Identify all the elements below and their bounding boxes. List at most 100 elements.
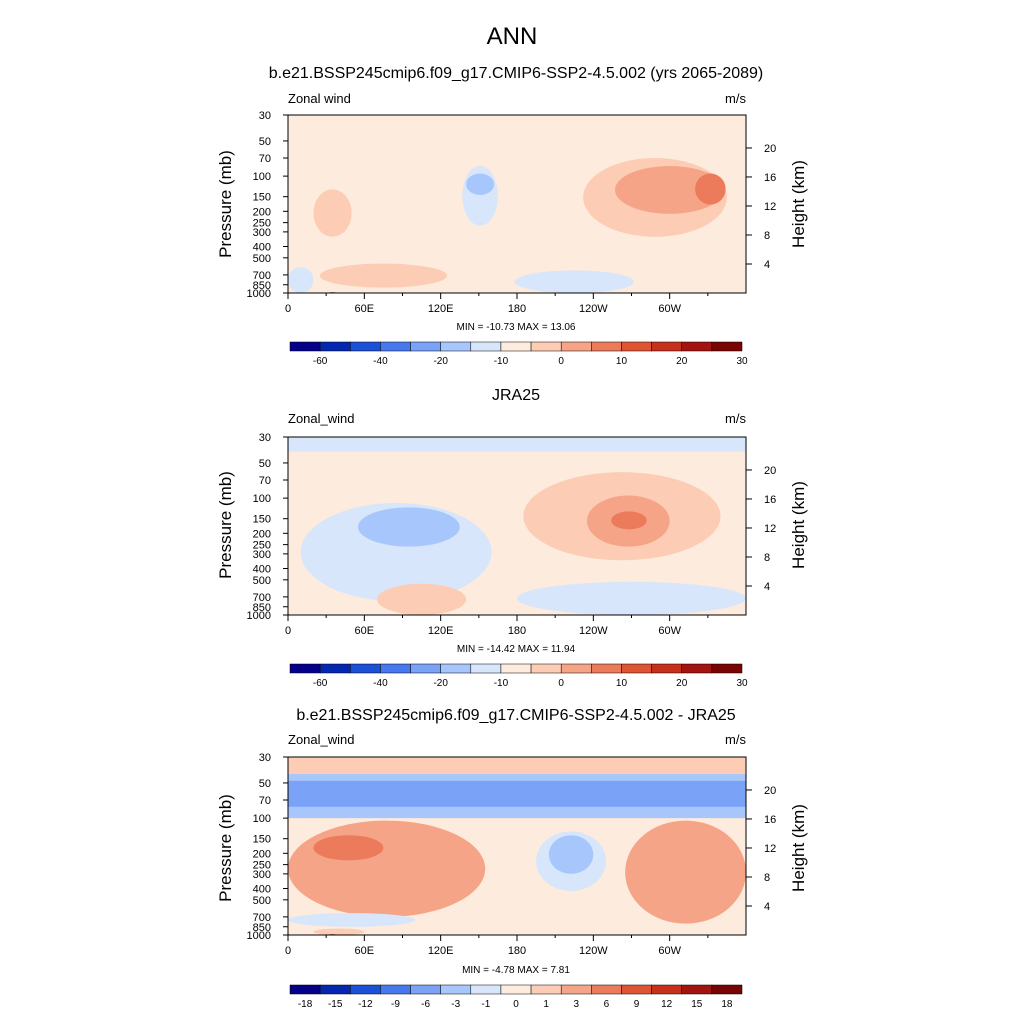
colorbar-swatch: [530, 341, 562, 352]
colorbar-label: -1: [481, 999, 490, 1010]
colorbar-label: -3: [451, 999, 460, 1010]
y-axis-label: Pressure (mb): [216, 794, 235, 902]
y-tick-label: 1000: [247, 610, 271, 622]
contour-region: [313, 928, 365, 935]
x-tick-label: 0: [285, 625, 291, 637]
colorbar-swatch: [530, 984, 562, 995]
y-axis-label: Pressure (mb): [216, 471, 235, 579]
contour-region: [611, 511, 647, 530]
colorbar-swatch: [500, 984, 532, 995]
y-tick-label: 70: [259, 475, 271, 487]
y2-tick-label: 20: [764, 465, 776, 477]
colorbar-swatch: [289, 984, 321, 995]
colorbar-swatch: [681, 984, 713, 995]
y-tick-label: 300: [253, 869, 271, 881]
y-tick-label: 100: [253, 171, 271, 183]
contour-region: [319, 263, 448, 288]
y-tick-label: 100: [253, 493, 271, 505]
colorbar-swatch: [380, 341, 411, 352]
y2-tick-label: 20: [764, 785, 776, 797]
stats-text: MIN = -4.78 MAX = 7.81: [462, 965, 570, 976]
colorbar-label: 20: [676, 678, 688, 689]
units-label: m/s: [725, 411, 746, 426]
colorbar-swatch: [410, 663, 441, 674]
panel-obs: JRA25 Zonal_wind m/s 0 60E 120E 180 120W 60W 3…: [216, 387, 808, 689]
y-tick-label: 700: [253, 270, 271, 282]
y-tick-label: 200: [253, 528, 271, 540]
colorbar-swatch: [560, 984, 592, 995]
colorbar-swatch: [289, 663, 321, 674]
contour-fills: [288, 437, 746, 615]
colorbar-swatch: [711, 341, 743, 352]
colorbar-label: 30: [736, 356, 748, 367]
x-tick-label: 120W: [579, 945, 608, 957]
contour-band: [288, 780, 746, 807]
colorbar-swatch: [621, 663, 652, 674]
y-tick-label: 850: [253, 602, 271, 614]
y-tick-label: 1000: [247, 930, 271, 942]
panel-model: b.e21.BSSP245cmip6.f09_g17.CMIP6-SSP2-4.…: [216, 65, 808, 367]
colorbar-swatch: [651, 663, 682, 674]
colorbar-swatch: [651, 984, 682, 995]
variable-label: Zonal_wind: [288, 732, 355, 747]
colorbar-swatch: [711, 663, 743, 674]
y-tick-label: 700: [253, 912, 271, 924]
x-tick-label: 120E: [428, 945, 454, 957]
colorbar-swatch: [560, 663, 592, 674]
y2-axis-label: Height (km): [789, 804, 808, 892]
colorbar-label: 20: [676, 356, 688, 367]
panel-title: b.e21.BSSP245cmip6.f09_g17.CMIP6-SSP2-4.…: [269, 65, 764, 82]
contour-region: [313, 835, 384, 861]
x-tick-label: 180: [508, 625, 526, 637]
y-tick-label: 50: [259, 778, 271, 790]
colorbar-label: 18: [721, 999, 733, 1010]
y2-tick-label: 4: [764, 581, 770, 593]
y-tick-label: 400: [253, 563, 271, 575]
contour-region: [625, 820, 746, 924]
y-tick-label: 30: [259, 110, 271, 122]
colorbar-label: 6: [604, 999, 610, 1010]
colorbar-label: -18: [298, 999, 313, 1010]
y2-tick-label: 4: [764, 259, 770, 271]
colorbar: -18 -15 -12 -9 -6 -3 -1 0 1 3 6 9 12 15 18: [289, 984, 743, 1010]
y-tick-label: 250: [253, 860, 271, 872]
y-tick-label: 30: [259, 432, 271, 444]
colorbar-swatch: [621, 984, 652, 995]
y2-tick-label: 16: [764, 814, 776, 826]
y-tick-label: 50: [259, 136, 271, 148]
colorbar-swatch: [560, 341, 592, 352]
colorbar-swatch: [621, 341, 652, 352]
x-tick-label: 180: [508, 303, 526, 315]
contour-region: [288, 820, 486, 917]
y-tick-label: 200: [253, 206, 271, 218]
colorbar-label: -15: [328, 999, 343, 1010]
x-tick-label: 120E: [428, 625, 454, 637]
colorbar-label: 0: [558, 678, 564, 689]
y-tick-label: 500: [253, 895, 271, 907]
colorbar-label: 3: [573, 999, 579, 1010]
colorbar-label: 15: [691, 999, 703, 1010]
colorbar-label: -10: [494, 356, 509, 367]
x-tick-label: 60E: [355, 303, 375, 315]
colorbar-swatch: [440, 341, 472, 352]
y-tick-label: 400: [253, 241, 271, 253]
colorbar-swatch: [350, 341, 381, 352]
stats-text: MIN = -10.73 MAX = 13.06: [457, 322, 576, 333]
y2-tick-label: 20: [764, 143, 776, 155]
contour-region: [514, 270, 635, 293]
y-tick-label: 250: [253, 540, 271, 552]
y-tick-label: 700: [253, 592, 271, 604]
colorbar-swatch: [380, 984, 411, 995]
y-tick-label: 500: [253, 253, 271, 265]
x-tick-label: 60W: [658, 625, 681, 637]
y-tick-label: 200: [253, 848, 271, 860]
colorbar-label: -6: [421, 999, 430, 1010]
colorbar-swatch: [440, 984, 472, 995]
contour-region: [288, 267, 314, 293]
main-title: ANN: [487, 23, 538, 50]
contour-region: [288, 913, 416, 927]
colorbar-label: 9: [634, 999, 640, 1010]
